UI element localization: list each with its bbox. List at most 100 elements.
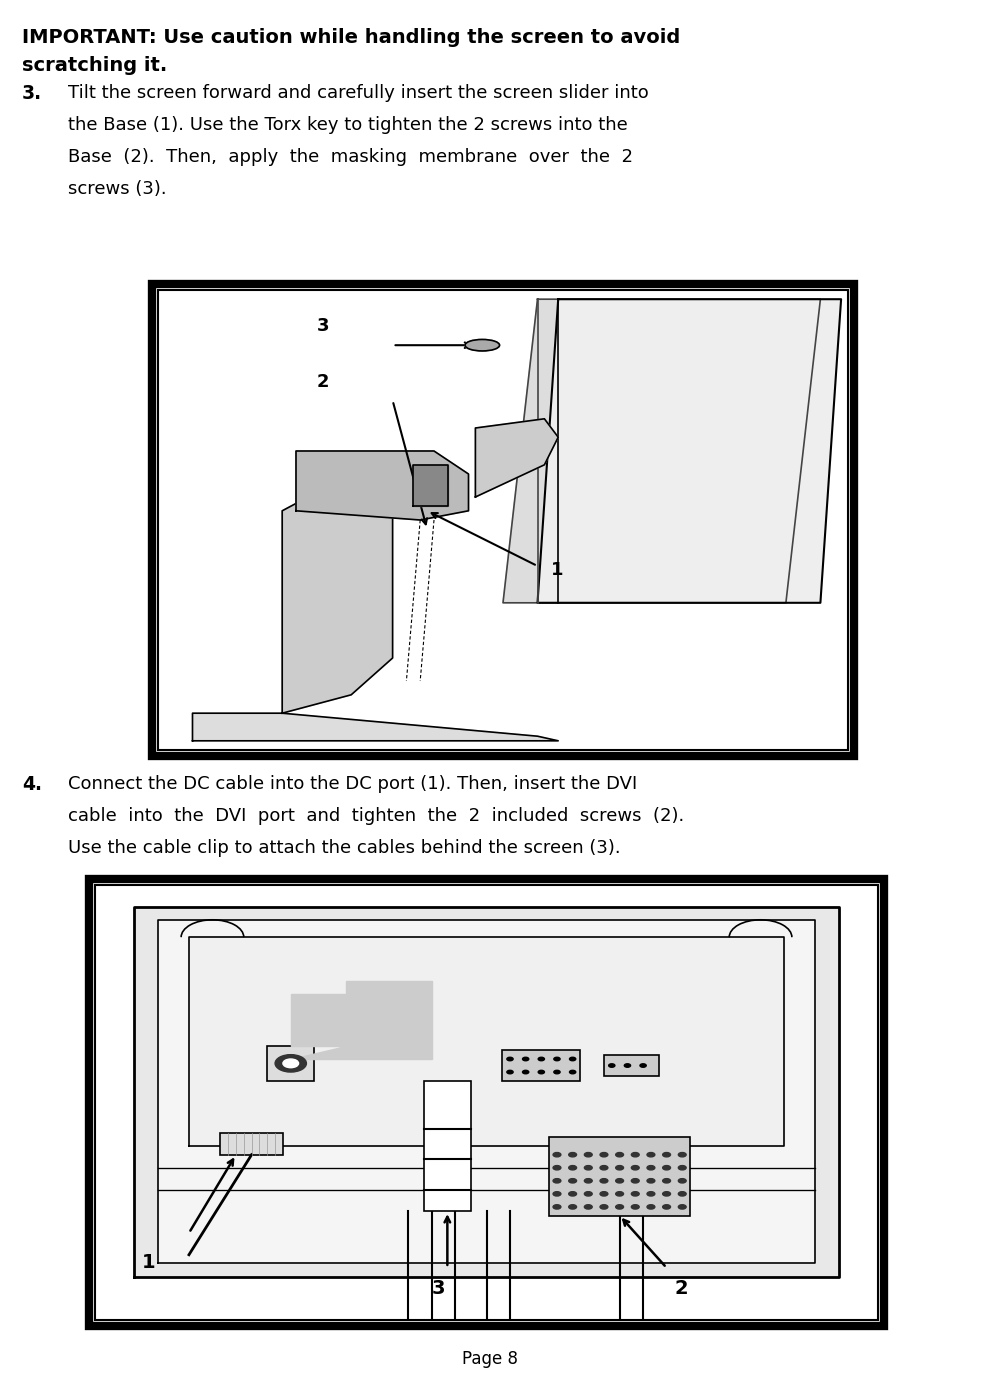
Circle shape bbox=[616, 1165, 624, 1171]
Circle shape bbox=[616, 1153, 624, 1157]
Text: 1: 1 bbox=[142, 1253, 156, 1271]
Circle shape bbox=[600, 1179, 608, 1183]
Polygon shape bbox=[192, 713, 558, 741]
Circle shape bbox=[554, 1070, 560, 1074]
Circle shape bbox=[600, 1153, 608, 1157]
Polygon shape bbox=[189, 937, 784, 1146]
Circle shape bbox=[632, 1153, 640, 1157]
Bar bbox=[158, 290, 848, 750]
Text: Use the cable clip to attach the cables behind the screen (3).: Use the cable clip to attach the cables … bbox=[68, 839, 621, 857]
Circle shape bbox=[616, 1179, 624, 1183]
Bar bbox=[95, 884, 878, 1320]
Text: Page 8: Page 8 bbox=[462, 1350, 518, 1368]
Circle shape bbox=[569, 1205, 577, 1209]
Text: 2: 2 bbox=[317, 373, 330, 391]
Text: scratching it.: scratching it. bbox=[22, 57, 167, 75]
Circle shape bbox=[569, 1191, 577, 1195]
Polygon shape bbox=[413, 464, 447, 506]
Circle shape bbox=[585, 1165, 593, 1171]
Text: 4.: 4. bbox=[22, 775, 42, 795]
Text: IMPORTANT: Use caution while handling the screen to avoid: IMPORTANT: Use caution while handling th… bbox=[22, 28, 680, 47]
Circle shape bbox=[554, 1057, 560, 1061]
Circle shape bbox=[283, 1059, 298, 1068]
Polygon shape bbox=[503, 299, 820, 603]
Circle shape bbox=[553, 1205, 561, 1209]
Circle shape bbox=[632, 1191, 640, 1195]
Circle shape bbox=[663, 1153, 670, 1157]
Circle shape bbox=[632, 1165, 640, 1171]
Circle shape bbox=[678, 1191, 686, 1195]
Circle shape bbox=[647, 1165, 655, 1171]
Circle shape bbox=[600, 1191, 608, 1195]
Circle shape bbox=[569, 1179, 577, 1183]
Circle shape bbox=[608, 1064, 615, 1067]
Text: screws (3).: screws (3). bbox=[68, 180, 167, 198]
Polygon shape bbox=[476, 419, 558, 498]
Circle shape bbox=[647, 1191, 655, 1195]
Text: Tilt the screen forward and carefully insert the screen slider into: Tilt the screen forward and carefully in… bbox=[68, 84, 648, 102]
Circle shape bbox=[275, 1054, 306, 1072]
Circle shape bbox=[640, 1064, 646, 1067]
Circle shape bbox=[585, 1191, 593, 1195]
Circle shape bbox=[507, 1057, 513, 1061]
Circle shape bbox=[663, 1191, 670, 1195]
Circle shape bbox=[539, 1070, 544, 1074]
Circle shape bbox=[663, 1179, 670, 1183]
Circle shape bbox=[647, 1205, 655, 1209]
Text: cable  into  the  DVI  port  and  tighten  the  2  included  screws  (2).: cable into the DVI port and tighten the … bbox=[68, 807, 685, 825]
Circle shape bbox=[553, 1179, 561, 1183]
Text: Connect the DC cable into the DC port (1). Then, insert the DVI: Connect the DC cable into the DC port (1… bbox=[68, 775, 638, 793]
Text: 1: 1 bbox=[551, 561, 564, 579]
Text: 3: 3 bbox=[317, 318, 330, 336]
Circle shape bbox=[539, 1057, 544, 1061]
Text: 3.: 3. bbox=[22, 84, 42, 104]
Bar bbox=[221, 1133, 283, 1155]
Circle shape bbox=[569, 1165, 577, 1171]
Polygon shape bbox=[538, 299, 841, 603]
Circle shape bbox=[663, 1165, 670, 1171]
Circle shape bbox=[678, 1179, 686, 1183]
Ellipse shape bbox=[465, 340, 499, 351]
Bar bbox=[89, 879, 884, 1325]
Polygon shape bbox=[296, 451, 469, 520]
Circle shape bbox=[600, 1205, 608, 1209]
Circle shape bbox=[647, 1153, 655, 1157]
Circle shape bbox=[523, 1070, 529, 1074]
Circle shape bbox=[585, 1179, 593, 1183]
Circle shape bbox=[632, 1205, 640, 1209]
Circle shape bbox=[523, 1057, 529, 1061]
Circle shape bbox=[553, 1191, 561, 1195]
Circle shape bbox=[585, 1153, 593, 1157]
Polygon shape bbox=[283, 474, 392, 713]
Polygon shape bbox=[158, 920, 815, 1263]
Polygon shape bbox=[290, 981, 432, 1059]
Bar bbox=[549, 1137, 690, 1216]
Circle shape bbox=[616, 1205, 624, 1209]
Circle shape bbox=[600, 1165, 608, 1171]
Circle shape bbox=[507, 1070, 513, 1074]
Text: the Base (1). Use the Torx key to tighten the 2 screws into the: the Base (1). Use the Torx key to tighte… bbox=[68, 116, 628, 134]
Circle shape bbox=[624, 1064, 631, 1067]
Circle shape bbox=[678, 1153, 686, 1157]
Circle shape bbox=[570, 1070, 576, 1074]
Bar bbox=[267, 1046, 314, 1081]
Bar bbox=[502, 1050, 581, 1081]
Circle shape bbox=[647, 1179, 655, 1183]
Text: 2: 2 bbox=[674, 1278, 688, 1298]
Circle shape bbox=[570, 1057, 576, 1061]
Circle shape bbox=[632, 1179, 640, 1183]
Bar bbox=[152, 283, 854, 756]
Circle shape bbox=[585, 1205, 593, 1209]
Circle shape bbox=[553, 1153, 561, 1157]
Bar bbox=[424, 1081, 471, 1211]
Circle shape bbox=[569, 1153, 577, 1157]
Polygon shape bbox=[134, 907, 839, 1277]
Circle shape bbox=[678, 1165, 686, 1171]
Text: Base  (2).  Then,  apply  the  masking  membrane  over  the  2: Base (2). Then, apply the masking membra… bbox=[68, 148, 633, 166]
Circle shape bbox=[663, 1205, 670, 1209]
Circle shape bbox=[678, 1205, 686, 1209]
Text: 3: 3 bbox=[432, 1278, 445, 1298]
Bar bbox=[604, 1054, 659, 1077]
Circle shape bbox=[553, 1165, 561, 1171]
Circle shape bbox=[616, 1191, 624, 1195]
